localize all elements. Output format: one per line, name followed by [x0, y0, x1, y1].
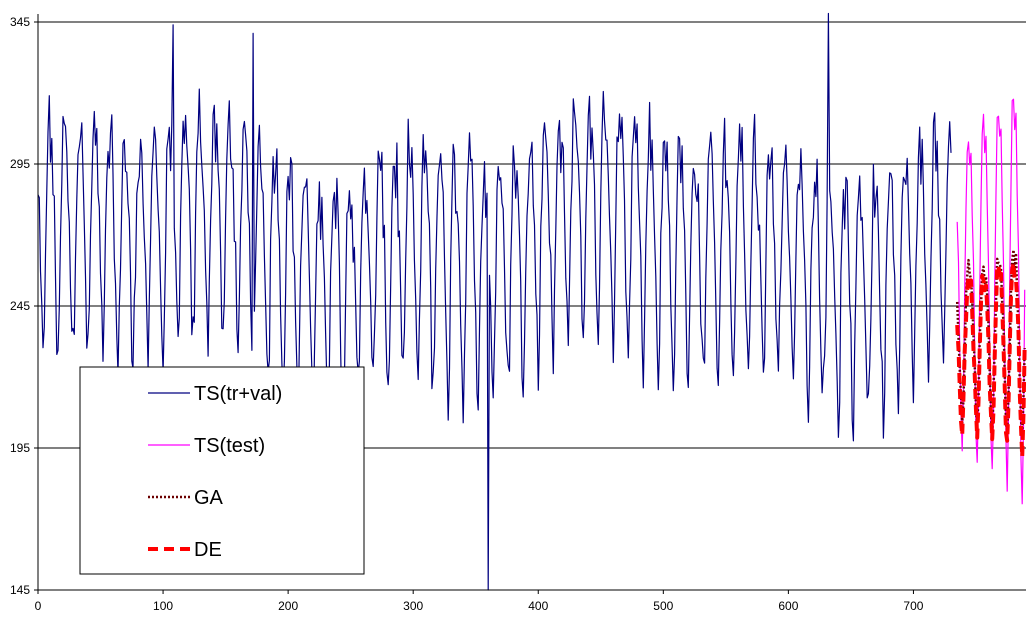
- x-tick-label: 400: [528, 599, 548, 613]
- x-tick-label: 100: [153, 599, 173, 613]
- x-tick-label: 600: [778, 599, 798, 613]
- y-tick-label: 345: [10, 15, 30, 29]
- y-tick-label: 295: [10, 157, 30, 171]
- axis-layer: 145 195 245 295 345 0 100 200 300 400 500 600 700: [10, 14, 1026, 613]
- y-tick-label: 145: [10, 583, 30, 597]
- y-tick-label: 195: [10, 441, 30, 455]
- series-line-de: [955, 261, 1027, 459]
- y-tick-label: 245: [10, 299, 30, 313]
- legend-label: DE: [194, 539, 222, 561]
- legend: TS(tr+val) TS(test) GA DE: [79, 366, 365, 575]
- series-line-ts-tr-val: [37, 12, 952, 591]
- legend-label: GA: [194, 487, 224, 509]
- legend-box: [79, 366, 365, 575]
- x-tick-label: 200: [278, 599, 298, 613]
- x-tick-label: 300: [403, 599, 423, 613]
- x-tick-label: 0: [35, 599, 42, 613]
- legend-label: TS(test): [194, 435, 265, 457]
- x-tick-label: 500: [653, 599, 673, 613]
- series-layer: [37, 12, 1027, 591]
- x-tick-label: 700: [903, 599, 923, 613]
- legend-label: TS(tr+val): [194, 383, 282, 405]
